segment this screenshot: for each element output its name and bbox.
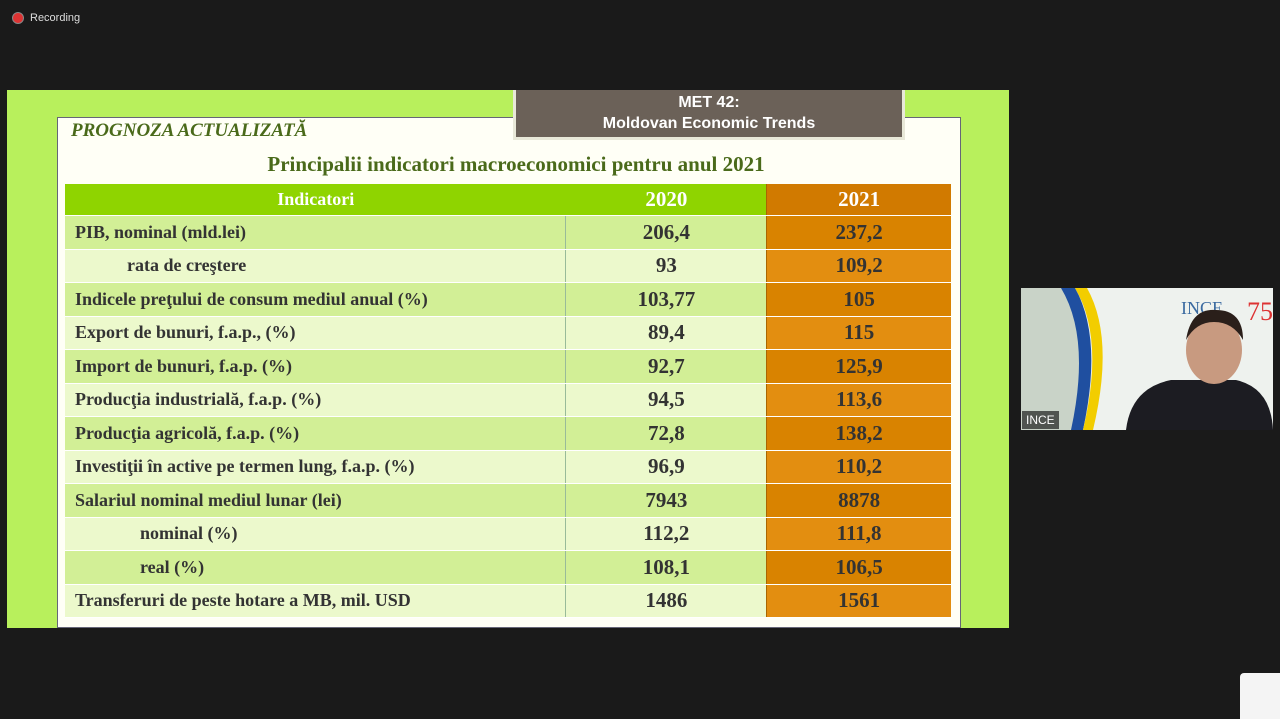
person-body [1126, 380, 1273, 430]
value-cell: 112,2 [566, 517, 767, 550]
indicator-cell: nominal (%) [65, 517, 567, 550]
indicator-table: Indicatori 2020 2021 PIB, nominal (mld.lei)… [65, 184, 952, 618]
indicator-cell: Salariul nominal mediul lunar (lei) [65, 484, 567, 517]
table-row: Export de bunuri, f.a.p., (%) 89,4 115 [65, 316, 951, 350]
table-row: Transferuri de peste hotare a MB, mil. U… [65, 584, 951, 618]
indicator-cell: Import de bunuri, f.a.p. (%) [65, 350, 567, 383]
indicator-cell: Export de bunuri, f.a.p., (%) [65, 316, 567, 349]
badge-line: Moldovan Economic Trends [602, 115, 816, 132]
indicator-cell: real (%) [65, 551, 567, 584]
value-cell: 138,2 [766, 417, 951, 450]
participant-video[interactable]: INCE 75 [1021, 288, 1273, 430]
table-row: Import de bunuri, f.a.p. (%) 92,7 125,9 [65, 350, 951, 384]
shared-slide: MET 42: Moldovan Economic Trends PROGNOZ… [7, 90, 1009, 628]
value-cell: 108,1 [566, 551, 767, 584]
participant-name: INCE [1022, 411, 1059, 429]
table-row: real (%) 108,1 106,5 [65, 551, 951, 585]
table-title: Principalii indicatori macroeconomici pe… [267, 152, 765, 176]
record-dot [12, 12, 24, 24]
badge-line: MET 42: [678, 94, 740, 111]
table-row: Indicele preţului de consum mediul anual… [65, 283, 951, 317]
recording-label: Recording [30, 12, 81, 24]
person-head [1186, 316, 1242, 384]
table-row: rata de creştere 93 109,2 [65, 249, 951, 283]
column-header: 2021 [766, 184, 952, 215]
value-cell: 113,6 [766, 383, 951, 416]
flag-stripe [1075, 288, 1103, 430]
indicator-cell: rata de creştere [65, 249, 567, 282]
value-cell: 106,5 [766, 551, 951, 584]
value-cell: 8878 [766, 484, 951, 517]
value-cell: 89,4 [566, 316, 767, 349]
recording-indicator[interactable]: Recording [12, 12, 80, 24]
person-hair [1186, 309, 1243, 340]
value-cell: 96,9 [566, 450, 767, 483]
value-cell: 109,2 [766, 249, 951, 282]
indicator-cell: PIB, nominal (mld.lei) [65, 216, 567, 249]
logo-number: 75 [1247, 297, 1273, 326]
app-icon[interactable] [1240, 673, 1280, 719]
value-cell: 206,4 [566, 216, 767, 249]
flag-stripe [1061, 288, 1092, 430]
value-cell: 110,2 [766, 450, 951, 483]
indicator-cell: Producţia agricolă, f.a.p. (%) [65, 417, 567, 450]
value-cell: 1486 [566, 584, 767, 617]
value-cell: 7943 [566, 484, 767, 517]
table-row: nominal (%) 112,2 111,8 [65, 517, 951, 551]
indicator-cell: Producţia industrială, f.a.p. (%) [65, 383, 567, 416]
table-row: Producţia agricolă, f.a.p. (%) 72,8 138,2 [65, 417, 951, 451]
value-cell: 93 [566, 249, 767, 282]
table-row: Salariul nominal mediul lunar (lei) 7943 8… [65, 484, 951, 518]
value-cell: 1561 [766, 584, 951, 617]
indicator-cell: Indicele preţului de consum mediul anual… [65, 283, 567, 316]
value-cell: 111,8 [766, 517, 951, 550]
table-row: PIB, nominal (mld.lei) 206,4 237,2 [65, 216, 951, 250]
table-row: Investiţii în active pe termen lung, f.a… [65, 450, 951, 484]
value-cell: 115 [766, 316, 951, 349]
value-cell: 237,2 [766, 216, 951, 249]
value-cell: 103,77 [566, 283, 767, 316]
value-cell: 92,7 [566, 350, 767, 383]
slide-badge: MET 42: Moldovan Economic Trends [513, 90, 905, 140]
section-title: PROGNOZA ACTUALIZATĂ [71, 120, 308, 141]
value-cell: 105 [766, 283, 951, 316]
value-cell: 125,9 [766, 350, 951, 383]
indicator-cell: Transferuri de peste hotare a MB, mil. U… [65, 584, 567, 617]
building [1021, 288, 1081, 430]
value-cell: 72,8 [566, 417, 767, 450]
table-row: Producţia industrială, f.a.p. (%) 94,5 113… [65, 383, 951, 417]
indicator-cell: Investiţii în active pe termen lung, f.a… [65, 450, 567, 483]
header-row: Indicatori 2020 2021 [65, 184, 952, 216]
column-header: 2020 [566, 184, 767, 215]
video-frame: INCE 75 [1021, 288, 1273, 430]
column-header: Indicatori [65, 184, 567, 215]
value-cell: 94,5 [566, 383, 767, 416]
